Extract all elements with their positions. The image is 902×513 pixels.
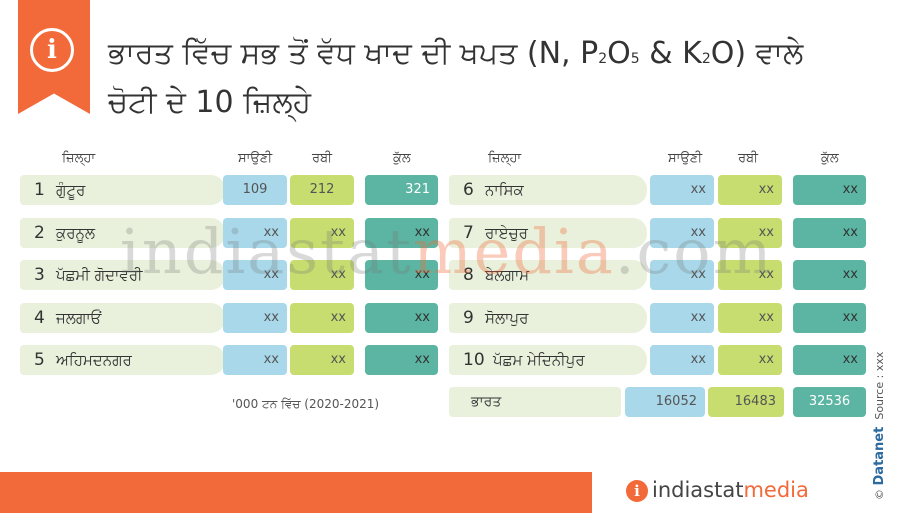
district-name: ਪੱਛਮੀ ਗੋਦਾਵਰੀ (56, 266, 143, 284)
rabi-value: xx (718, 175, 782, 205)
kharif-value: xx (650, 218, 714, 248)
footer-logo: i indiastatmedia (626, 478, 809, 506)
kharif-value: xx (223, 303, 287, 333)
district-name: ਰਾਏਚੁਰ (485, 224, 528, 242)
district-name: ਅਹਿਮਦਨਗਰ (56, 351, 132, 369)
rabi-value: xx (290, 260, 354, 290)
rank: 6 (463, 180, 474, 200)
header-rabi-right: ਰਬੀ (738, 151, 759, 166)
title-line1: ਭਾਰਤ ਵਿੱਚ ਸਭ ਤੋਂ ਵੱਧ ਖਾਦ ਦੀ ਖਪਤ (N, P (108, 36, 599, 71)
rank: 2 (34, 223, 45, 243)
total-value: xx (793, 260, 866, 290)
district-name-cell: 8 ਬੇਲਗਾਮ (449, 260, 647, 290)
total-value: xx (365, 303, 438, 333)
info-logo-icon: i (626, 480, 648, 502)
kharif-value: xx (223, 345, 287, 375)
india-total-value: 32536 (793, 387, 866, 417)
rank: 4 (34, 308, 45, 328)
title-o: O (607, 36, 631, 71)
total-value: xx (793, 175, 866, 205)
total-value: xx (365, 345, 438, 375)
kharif-value: 109 (223, 175, 287, 205)
india-kharif-value: 16052 (625, 387, 705, 417)
logo-text-indiastat: indiastat (652, 478, 744, 502)
india-rabi-value: 16483 (708, 387, 784, 417)
district-name-cell: 3 ਪੱਛਮੀ ਗੋਦਾਵਰੀ (20, 260, 225, 290)
total-value: xx (793, 345, 866, 375)
side-credit: © Datanet Source : xxx (872, 352, 887, 500)
kharif-value: xx (223, 218, 287, 248)
kharif-value: xx (650, 260, 714, 290)
rabi-value: 212 (290, 175, 354, 205)
datanet-brand: Datanet (872, 426, 887, 486)
rank: 10 (463, 350, 485, 370)
header-kharif-right: ਸਾਉਣੀ (668, 151, 703, 166)
total-value: xx (793, 303, 866, 333)
rabi-value: xx (290, 218, 354, 248)
district-name-cell: 9 ਸੋਲਾਪੁਰ (449, 303, 647, 333)
unit-footnote: '000 ਟਨ ਵਿੱਚ (2020-2021) (232, 397, 380, 411)
district-name-cell: 7 ਰਾਏਚੁਰ (449, 218, 647, 248)
header-district-left: ਜ਼ਿਲ੍ਹਾ (62, 151, 96, 166)
total-value: xx (365, 218, 438, 248)
rabi-value: xx (718, 303, 782, 333)
district-name: ਜਲਗਾਓਂ (56, 309, 102, 327)
rank: 8 (463, 265, 474, 285)
title-line1-end: O) ਵਾਲੇ (710, 36, 804, 71)
header-district-right: ਜ਼ਿਲ੍ਹਾ (488, 151, 522, 166)
title-sub-k: 2 (701, 51, 711, 67)
title-line2: ਚੋਟੀ ਦੇ 10 ਜ਼ਿਲ੍ਹੇ (108, 85, 312, 120)
kharif-value: xx (650, 303, 714, 333)
info-icon: i (30, 28, 74, 72)
kharif-value: xx (650, 175, 714, 205)
rank: 5 (34, 350, 45, 370)
total-value: 321 (365, 175, 438, 205)
district-name-cell: 1 ਗੁੰਟੂਰ (20, 175, 225, 205)
title-sub-o: 5 (630, 51, 640, 67)
district-name: ਸੋਲਾਪੁਰ (485, 309, 529, 327)
total-value: xx (365, 260, 438, 290)
rank: 3 (34, 265, 45, 285)
title-sub-p: 2 (598, 51, 608, 67)
header-rabi-left: ਰਬੀ (312, 151, 333, 166)
rank: 1 (34, 180, 45, 200)
header-total-left: ਕੁੱਲ (393, 151, 411, 166)
title-k: & K (639, 36, 702, 71)
district-name: ਕੁਰਨੂਲ (56, 224, 96, 242)
rabi-value: xx (290, 345, 354, 375)
india-label: ਭਾਰਤ (449, 387, 621, 417)
kharif-value: xx (223, 260, 287, 290)
info-badge: i (18, 0, 90, 114)
rank: 7 (463, 223, 474, 243)
rabi-value: xx (718, 260, 782, 290)
district-name: ਬੇਲਗਾਮ (485, 266, 530, 284)
logo-text-media: media (743, 478, 809, 502)
kharif-value: xx (650, 345, 714, 375)
copyright-symbol: © (873, 489, 886, 500)
header-total-right: ਕੁੱਲ (821, 151, 839, 166)
district-name: ਪੱਛਮ ਮੇਦਿਨੀਪੁਰ (493, 351, 585, 369)
footer-bar (0, 472, 592, 513)
total-value: xx (793, 218, 866, 248)
district-name-cell: 5 ਅਹਿਮਦਨਗਰ (20, 345, 225, 375)
rabi-value: xx (290, 303, 354, 333)
rabi-value: xx (718, 345, 782, 375)
district-name-cell: 4 ਜਲਗਾਓਂ (20, 303, 225, 333)
rank: 9 (463, 308, 474, 328)
district-name-cell: 10 ਪੱਛਮ ਮੇਦਿਨੀਪੁਰ (449, 345, 647, 375)
header-kharif-left: ਸਾਉਣੀ (238, 151, 273, 166)
rabi-value: xx (718, 218, 782, 248)
district-name-cell: 6 ਨਾਸਿਕ (449, 175, 647, 205)
district-name-cell: 2 ਕੁਰਨੂਲ (20, 218, 225, 248)
page-title: ਭਾਰਤ ਵਿੱਚ ਸਭ ਤੋਂ ਵੱਧ ਖਾਦ ਦੀ ਖਪਤ (N, P2O5… (108, 32, 868, 125)
district-name: ਗੁੰਟੂਰ (56, 181, 86, 199)
district-name: ਨਾਸਿਕ (485, 181, 524, 199)
source-text: Source : xxx (873, 351, 886, 420)
